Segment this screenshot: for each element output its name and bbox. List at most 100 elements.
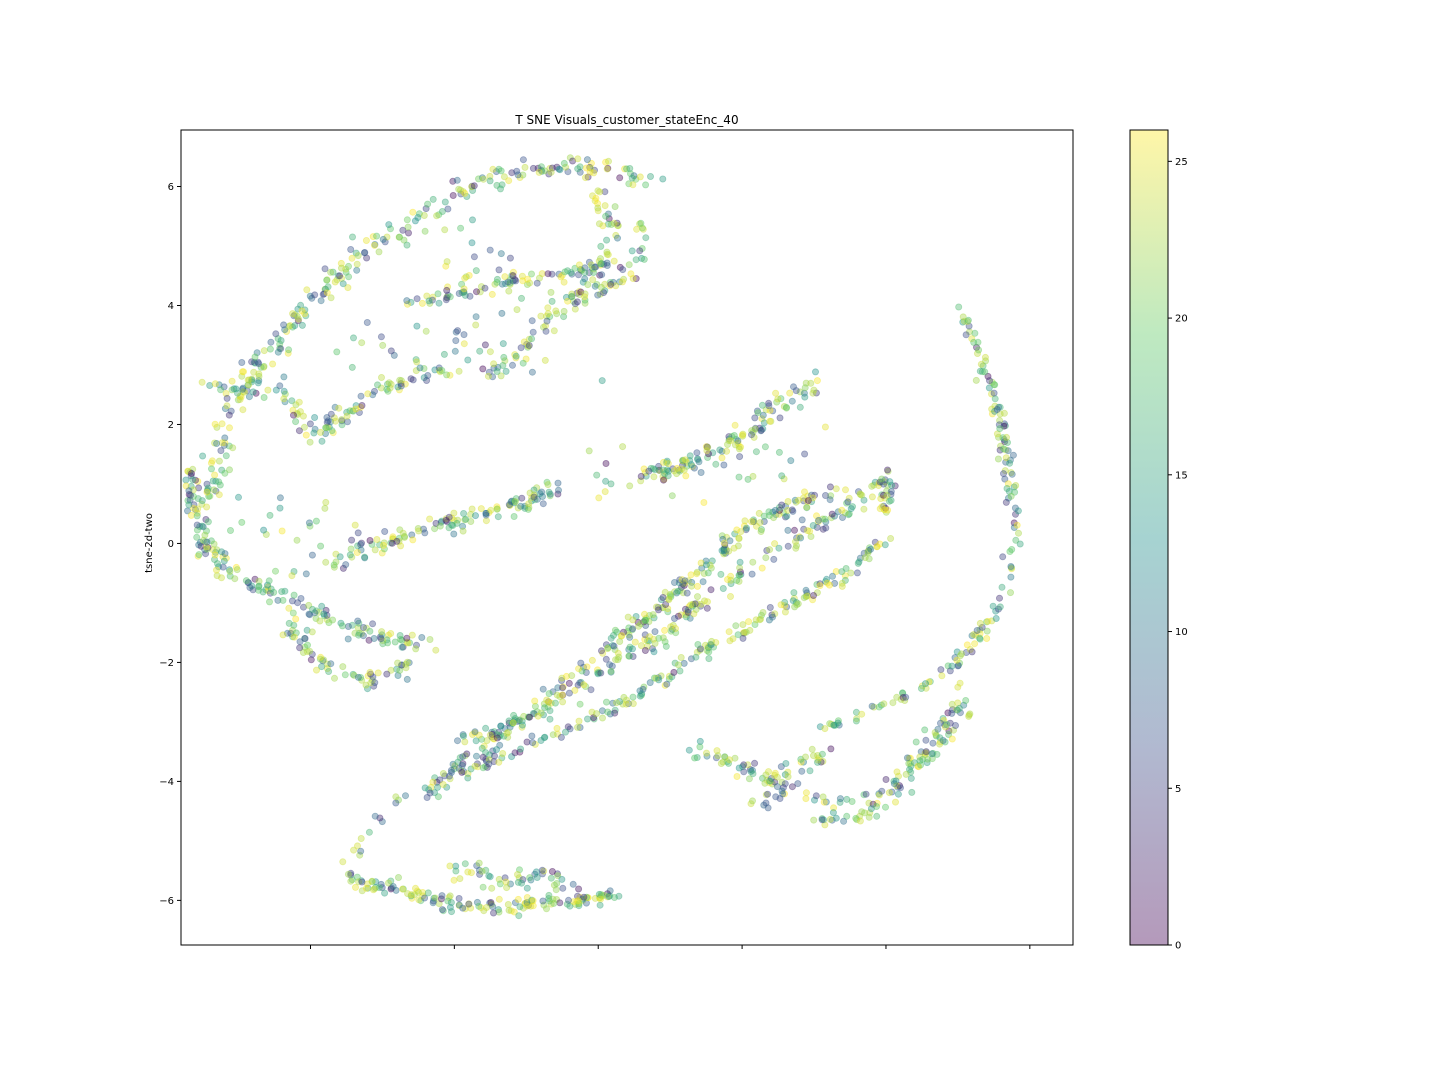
scatter-point [296,408,304,416]
scatter-point [497,722,505,730]
scatter-point [289,323,297,331]
scatter-point [308,605,316,613]
scatter-point [905,760,913,768]
scatter-point [664,460,672,468]
scatter-point [810,592,818,600]
scatter-point [443,258,451,266]
scatter-point [351,883,359,891]
scatter-point [811,491,819,499]
scatter-point [226,527,234,535]
scatter-point [500,732,508,740]
scatter-point [459,527,467,535]
scatter-point [497,250,505,258]
scatter-point [419,525,427,533]
scatter-point [525,500,533,508]
scatter-point [288,397,296,405]
scatter-point [632,613,640,621]
scatter-point [661,638,669,646]
scatter-point [828,510,836,518]
scatter-point [663,680,671,688]
scatter-point [376,541,384,549]
scatter-point [1000,470,1008,478]
scatter-point [637,642,645,650]
scatter-point [611,203,619,211]
scatter-point [411,884,419,892]
scatter-point [519,721,527,729]
scatter-point [467,510,475,518]
scatter-point [618,632,626,640]
scatter-point [645,618,653,626]
scatter-point [679,461,687,469]
scatter-point [294,410,302,418]
scatter-point [195,541,203,549]
scatter-point [468,505,476,513]
scatter-point [459,753,467,761]
scatter-point [585,258,593,266]
scatter-point [671,615,679,623]
scatter-point [680,466,688,474]
scatter-point [649,465,657,473]
scatter-point [686,452,694,460]
scatter-point [751,425,759,433]
scatter-point [613,699,621,707]
scatter-point [409,376,417,384]
scatter-point [804,496,812,504]
scatter-point [403,638,411,646]
scatter-point [460,340,468,348]
scatter-point [766,417,774,425]
scatter-point [800,497,808,505]
scatter-point [721,541,729,549]
scatter-point [238,372,246,380]
scatter-point [327,660,335,668]
scatter-point [684,577,692,585]
scatter-point [358,676,366,684]
scatter-point [921,726,929,734]
scatter-point [523,280,531,288]
scatter-point [582,164,590,172]
scatter-point [818,816,826,824]
scatter-point [1011,504,1019,512]
scatter-points [182,154,1024,920]
scatter-point [358,401,366,409]
scatter-point [589,192,597,200]
scatter-point [341,671,349,679]
scatter-point [450,509,458,517]
scatter-point [291,322,299,330]
scatter-point [357,835,365,843]
scatter-point [292,615,300,623]
scatter-point [360,249,368,257]
scatter-point [333,276,341,284]
scatter-point [544,310,552,318]
scatter-point [183,507,191,515]
scatter-point [357,674,365,682]
scatter-point [514,895,522,903]
scatter-point [757,426,765,434]
scatter-point [620,693,628,701]
scatter-point [363,685,371,693]
scatter-point [308,551,316,559]
scatter-point [810,816,818,824]
scatter-point [755,509,763,517]
scatter-point [194,495,202,503]
scatter-point [344,635,352,643]
scatter-point [523,902,531,910]
scatter-point [412,356,420,364]
scatter-point [401,380,409,388]
scatter-point [548,164,556,172]
scatter-point [612,282,620,290]
scatter-point [928,750,936,758]
scatter-point [441,772,449,780]
scatter-point [591,197,599,205]
scatter-point [380,539,388,547]
scatter-point [661,588,669,596]
scatter-point [530,486,538,494]
scatter-point [332,550,340,558]
scatter-point [654,603,662,611]
scatter-point [745,618,753,626]
scatter-point [607,668,615,676]
scatter-point [193,521,201,529]
scatter-point [371,679,379,687]
scatter-point [679,589,687,597]
scatter-point [306,647,314,655]
